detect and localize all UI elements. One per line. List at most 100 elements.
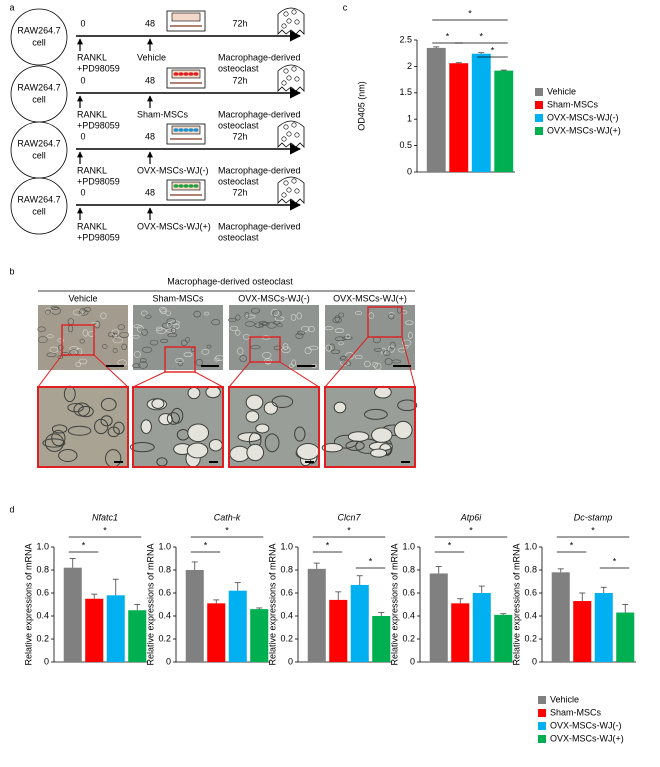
significance-label: *	[82, 540, 86, 550]
cell-texture	[383, 350, 391, 356]
time-label: 72h	[232, 18, 247, 28]
cell-texture	[296, 442, 320, 461]
roi-box	[367, 306, 403, 338]
zoom-frame	[132, 386, 224, 468]
cell-texture	[211, 319, 221, 326]
nucleus	[286, 75, 292, 81]
y-tick-label: 0	[288, 656, 293, 666]
cell-texture	[57, 355, 64, 359]
cell-texture	[307, 325, 315, 333]
significance-label: *	[369, 556, 373, 566]
zoom-line	[194, 371, 224, 388]
cell-texture	[37, 336, 48, 344]
cell-texture	[363, 408, 388, 420]
zoom-frame	[37, 386, 129, 468]
nucleus	[281, 80, 287, 86]
cell-texture	[294, 426, 306, 442]
cell-texture	[100, 397, 117, 412]
cell-texture	[119, 331, 130, 338]
cell-texture	[51, 429, 66, 447]
cell-label: RAW264.7	[17, 138, 60, 148]
cell-texture	[259, 321, 268, 326]
y-axis-label: Relative expressions of mRNA	[267, 543, 277, 665]
cell-texture	[100, 312, 107, 320]
y-tick-label: 1.0	[524, 541, 537, 551]
y-tick-label: 0	[407, 166, 412, 176]
micrograph	[133, 305, 223, 370]
y-axis-label: OD405 (nm)	[356, 81, 366, 131]
y-axis-label: Relative expressions of mRNA	[145, 543, 155, 665]
panel-label: d	[9, 504, 14, 514]
legend-label: OVX-MSCs-WJ(+)	[550, 733, 624, 743]
significance-label: *	[204, 540, 208, 550]
cell-texture	[102, 344, 108, 349]
legend-label: OVX-MSCs-WJ(+)	[547, 125, 621, 135]
cell-texture	[139, 358, 147, 363]
cell-label: cell	[32, 150, 46, 160]
cell-texture	[112, 337, 124, 344]
zoom-frame	[228, 386, 320, 468]
cell-texture	[371, 427, 393, 443]
cell-texture	[333, 401, 347, 414]
roi-box	[61, 324, 95, 356]
cell-texture	[46, 334, 54, 339]
cell-texture	[295, 332, 304, 339]
y-tick-label: 2	[407, 61, 412, 71]
bar	[594, 593, 613, 662]
time-label: 72h	[232, 187, 247, 197]
cell-texture	[50, 307, 61, 315]
y-tick-label: 0.8	[36, 564, 49, 574]
cell-texture	[132, 363, 141, 369]
outcome-label: osteoclast	[218, 63, 259, 73]
y-tick-label: 0.8	[280, 564, 293, 574]
cell-texture	[374, 385, 392, 399]
significance-label: *	[326, 540, 330, 550]
dish-insert	[171, 12, 201, 22]
y-tick-label: 1	[407, 114, 412, 124]
time-label: 72h	[232, 75, 247, 85]
chart-title: Atp6i	[460, 512, 483, 522]
y-tick-label: 0.2	[524, 633, 537, 643]
cell-texture	[107, 426, 120, 438]
cell-texture	[58, 449, 78, 463]
outcome-label: Macrophage-derived	[218, 109, 301, 119]
cell-texture	[45, 307, 53, 314]
cell-texture	[141, 310, 148, 316]
zoom-line	[228, 361, 251, 388]
cell-texture	[166, 328, 176, 333]
bar	[494, 614, 513, 662]
inducer-label: RANKL	[77, 165, 107, 175]
cell-texture	[271, 395, 294, 409]
nucleus	[294, 76, 300, 82]
dish-cell	[188, 184, 194, 188]
cell-texture	[195, 359, 203, 367]
cell-texture	[235, 329, 241, 336]
cell-texture	[185, 337, 191, 343]
legend-label: Vehicle	[550, 694, 579, 704]
cell-texture	[166, 412, 180, 425]
inducer-label: +PD98059	[77, 176, 120, 186]
cell-texture	[42, 438, 66, 448]
nucleus	[294, 188, 300, 194]
cell-texture	[132, 334, 140, 339]
bar	[449, 63, 469, 173]
legend-label: OVX-MSCs-WJ(-)	[550, 720, 622, 730]
cell-texture	[46, 352, 57, 358]
cell-texture	[334, 315, 340, 323]
y-tick-label: 0	[166, 656, 171, 666]
cell-texture	[201, 348, 210, 355]
inducer-label: +PD98059	[77, 232, 120, 242]
y-tick-label: 1.0	[402, 541, 415, 551]
bar	[551, 572, 570, 662]
nucleus	[286, 18, 292, 24]
bar	[307, 568, 326, 662]
cell-texture	[111, 329, 120, 336]
bar	[573, 601, 592, 662]
cell-texture	[368, 312, 375, 320]
cell-texture	[272, 310, 282, 318]
bar	[329, 599, 348, 662]
y-tick-label: 0.4	[280, 610, 293, 620]
zoom-frame	[324, 386, 416, 468]
time-label: 0	[80, 18, 85, 28]
cell-texture	[72, 309, 84, 316]
